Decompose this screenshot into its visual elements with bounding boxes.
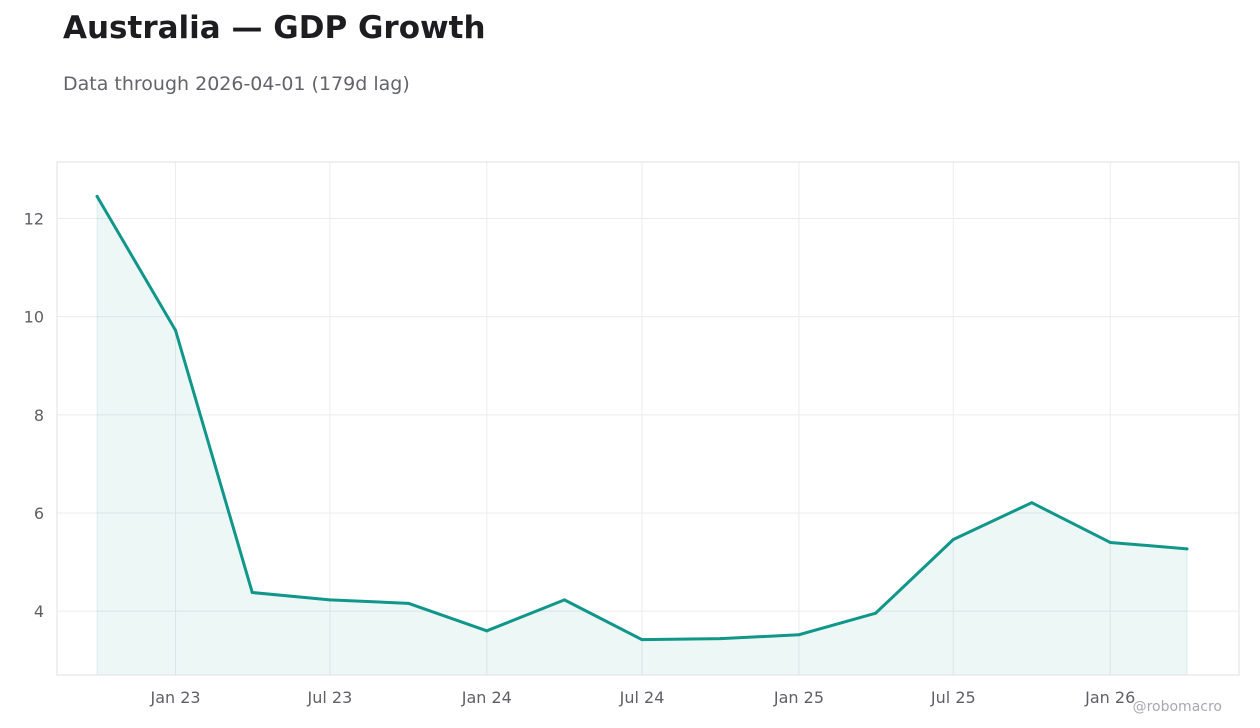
data-point — [1185, 547, 1189, 551]
series-line-group — [95, 194, 1189, 642]
data-point — [1108, 540, 1112, 544]
data-point — [328, 598, 332, 602]
data-point — [951, 538, 955, 542]
y-tick-label: 6 — [34, 504, 44, 523]
data-point — [485, 629, 489, 633]
chart-subtitle: Data through 2026-04-01 (179d lag) — [63, 73, 410, 95]
data-point — [250, 591, 254, 595]
data-point — [174, 328, 178, 332]
x-tick-label: Jul 23 — [307, 688, 353, 707]
plot-frame — [56, 161, 1240, 676]
y-tick-label: 10 — [24, 308, 44, 327]
data-point — [718, 637, 722, 641]
y-tick-label: 4 — [34, 602, 44, 621]
x-axis: Jan 23 Jul 23 Jan 24 Jul 24 Jan 25 Jul 25 Jan … — [149, 688, 1135, 707]
data-point — [562, 598, 566, 602]
data-point — [406, 601, 410, 605]
y-tick-label: 8 — [34, 406, 44, 425]
data-point — [797, 633, 801, 637]
x-tick-label: Jan 24 — [461, 688, 512, 707]
x-tick-label: Jan 25 — [773, 688, 824, 707]
data-point — [640, 638, 644, 642]
grid-lines — [57, 162, 1239, 675]
x-tick-label: Jan 26 — [1084, 688, 1135, 707]
data-point — [1030, 501, 1034, 505]
data-point — [95, 194, 99, 198]
x-tick-label: Jan 23 — [149, 688, 200, 707]
y-tick-label: 12 — [24, 209, 44, 228]
series-area-group — [96, 196, 1188, 676]
series-area — [97, 196, 1187, 676]
x-tick-label: Jul 25 — [930, 688, 976, 707]
y-axis: 4 6 8 10 12 — [24, 209, 44, 621]
watermark: @robomacro — [1132, 699, 1222, 715]
x-tick-label: Jul 24 — [619, 688, 665, 707]
chart-title: Australia — GDP Growth — [63, 10, 486, 46]
data-point — [874, 611, 878, 615]
